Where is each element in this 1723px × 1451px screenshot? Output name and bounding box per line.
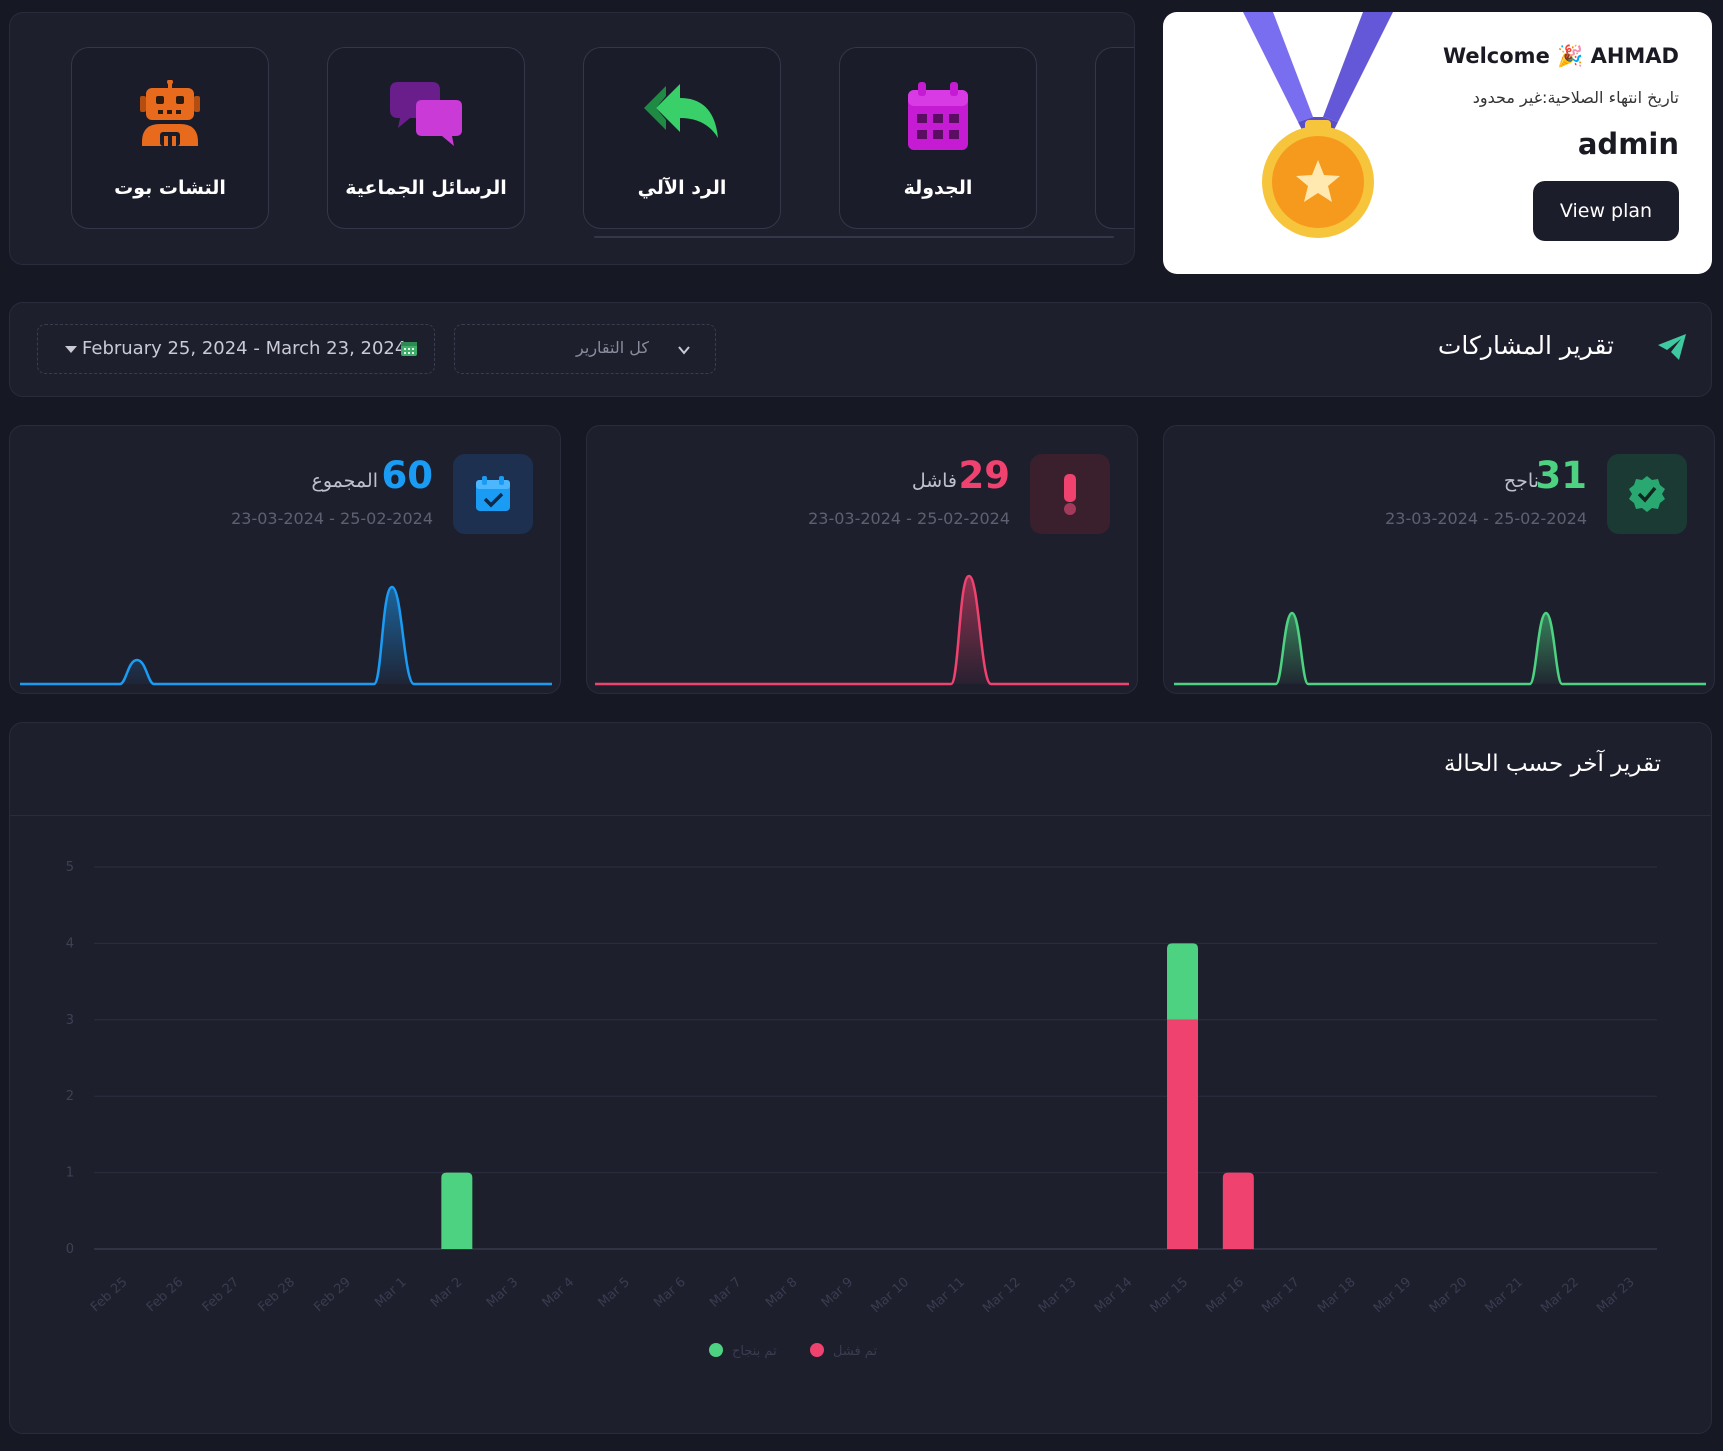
status-report-panel: تقرير آخر حسب الحالة 0 1 2 3 4 5 Feb 25 Feb 26 F… <box>9 722 1712 1434</box>
x-tick-label: Feb 29 <box>311 1275 354 1315</box>
date-range-text: February 25, 2024 - March 23, 2024 <box>82 338 407 359</box>
feature-tile-partial[interactable] <box>1095 47 1134 229</box>
report-filter-value: كل التقارير <box>576 338 649 357</box>
feature-scheduling[interactable]: الجدولة <box>839 47 1037 229</box>
y-tick-label: 0 <box>66 1242 74 1257</box>
bar-failed <box>1167 1019 1199 1249</box>
y-tick-label: 1 <box>66 1166 74 1181</box>
status-bar-chart: 0 1 2 3 4 5 Feb 25 Feb 26 Feb 27 Feb 28 Feb 29 Mar … <box>66 860 1657 1359</box>
x-tick-label: Mar 2 <box>428 1275 465 1311</box>
x-tick-label: Mar 21 <box>1482 1275 1526 1316</box>
total-count: 60 <box>381 454 434 497</box>
stat-card-total: 60 المجموع 23-03-2024 - 25-02-2024 <box>9 425 561 694</box>
failed-range: 23-03-2024 - 25-02-2024 <box>808 509 1010 528</box>
x-tick-label: Mar 8 <box>763 1275 800 1311</box>
x-tick-label: Mar 16 <box>1203 1275 1247 1316</box>
success-sparkline <box>1174 611 1706 686</box>
x-tick-label: Mar 9 <box>819 1275 856 1311</box>
legend-marker <box>810 1343 824 1357</box>
legend-marker <box>709 1343 723 1357</box>
legend-label: تم فشل <box>833 1344 877 1359</box>
status-report-title: تقرير آخر حسب الحالة <box>1444 751 1661 777</box>
x-tick-label: Feb 28 <box>256 1275 299 1315</box>
report-title: تقرير المشاركات <box>1437 331 1614 360</box>
expiry-date: تاريخ انتهاء الصلاحية:غير محدود <box>1472 88 1679 107</box>
caret-down-icon <box>65 346 77 353</box>
bar-success <box>1167 943 1199 1020</box>
x-tick-label: Mar 19 <box>1371 1275 1415 1316</box>
x-tick-label: Feb 26 <box>144 1275 187 1315</box>
exclamation-icon <box>1030 454 1110 534</box>
paper-plane-icon <box>1657 333 1687 365</box>
divider <box>10 815 1711 816</box>
failed-count: 29 <box>958 454 1011 497</box>
success-label: ناجح <box>1503 470 1539 492</box>
x-tick-label: Mar 13 <box>1036 1275 1080 1316</box>
y-tick-label: 3 <box>66 1013 74 1028</box>
stat-card-success: 31 ناجح 23-03-2024 - 25-02-2024 <box>1163 425 1715 694</box>
x-tick-label: Mar 5 <box>595 1275 632 1311</box>
date-range-picker[interactable]: February 25, 2024 - March 23, 2024 <box>37 324 435 374</box>
x-tick-label: Mar 17 <box>1259 1275 1303 1316</box>
total-range: 23-03-2024 - 25-02-2024 <box>231 509 433 528</box>
calendar-icon <box>840 80 1036 156</box>
calendar-check-icon <box>453 454 533 534</box>
x-tick-label: Mar 4 <box>540 1275 577 1311</box>
x-tick-label: Mar 10 <box>868 1275 912 1316</box>
legend-label: تم بنجاح <box>732 1344 777 1359</box>
feature-chatbot-label: التشات بوت <box>114 177 226 199</box>
chat-bubbles-icon <box>328 80 524 156</box>
success-range: 23-03-2024 - 25-02-2024 <box>1385 509 1587 528</box>
stat-card-failed: 29 فاشل 23-03-2024 - 25-02-2024 <box>586 425 1138 694</box>
feature-auto-reply[interactable]: الرد الآلي <box>583 47 781 229</box>
robot-icon <box>72 80 268 156</box>
x-tick-label: Mar 14 <box>1092 1275 1136 1316</box>
x-tick-label: Mar 18 <box>1315 1275 1359 1316</box>
chevron-down-icon <box>677 342 691 361</box>
welcome-card: Welcome 🎉 AHMAD تاريخ انتهاء الصلاحية:غي… <box>1163 12 1712 274</box>
y-tick-label: 4 <box>66 936 74 951</box>
verified-badge-icon <box>1607 454 1687 534</box>
bar-failed <box>1222 1172 1254 1249</box>
features-scrollbar[interactable] <box>594 236 1114 238</box>
x-tick-label: Mar 7 <box>707 1275 744 1311</box>
feature-chatbot[interactable]: التشات بوت <box>71 47 269 229</box>
x-tick-label: Feb 27 <box>200 1275 243 1315</box>
report-filter-select[interactable]: كل التقارير <box>454 324 716 374</box>
welcome-greeting: Welcome 🎉 AHMAD <box>1442 44 1679 68</box>
reply-all-icon <box>584 80 780 156</box>
feature-bulk-messages[interactable]: الرسائل الجماعية <box>327 47 525 229</box>
x-tick-label: Mar 15 <box>1148 1275 1192 1316</box>
medal-icon <box>1243 12 1393 246</box>
x-tick-label: Mar 12 <box>980 1275 1024 1316</box>
feature-auto-reply-label: الرد الآلي <box>637 177 727 199</box>
x-tick-label: Mar 3 <box>484 1275 521 1311</box>
y-tick-label: 2 <box>66 1089 74 1104</box>
bar-success <box>441 1172 473 1249</box>
x-tick-label: Mar 11 <box>924 1275 968 1316</box>
view-plan-button[interactable]: View plan <box>1533 181 1679 241</box>
report-header: تقرير المشاركات كل التقارير February 25,… <box>9 302 1712 397</box>
total-label: المجموع <box>311 470 378 492</box>
total-sparkline <box>20 585 552 686</box>
y-tick-label: 5 <box>66 860 74 875</box>
feature-bulk-messages-label: الرسائل الجماعية <box>345 177 507 199</box>
user-role: admin <box>1577 127 1679 161</box>
feature-scheduling-label: الجدولة <box>903 177 973 199</box>
x-tick-label: Mar 22 <box>1538 1275 1582 1316</box>
success-count: 31 <box>1535 454 1588 497</box>
x-tick-label: Mar 6 <box>651 1275 688 1311</box>
x-tick-label: Mar 1 <box>372 1275 409 1311</box>
x-tick-label: Feb 25 <box>88 1275 131 1315</box>
failed-sparkline <box>595 574 1129 686</box>
x-tick-label: Mar 20 <box>1427 1275 1471 1316</box>
x-tick-label: Mar 23 <box>1594 1275 1638 1316</box>
failed-label: فاشل <box>911 470 957 492</box>
features-panel: التشات بوت الرسائل الجماعية الرد الآلي <box>9 12 1135 265</box>
calendar-icon <box>400 339 418 362</box>
